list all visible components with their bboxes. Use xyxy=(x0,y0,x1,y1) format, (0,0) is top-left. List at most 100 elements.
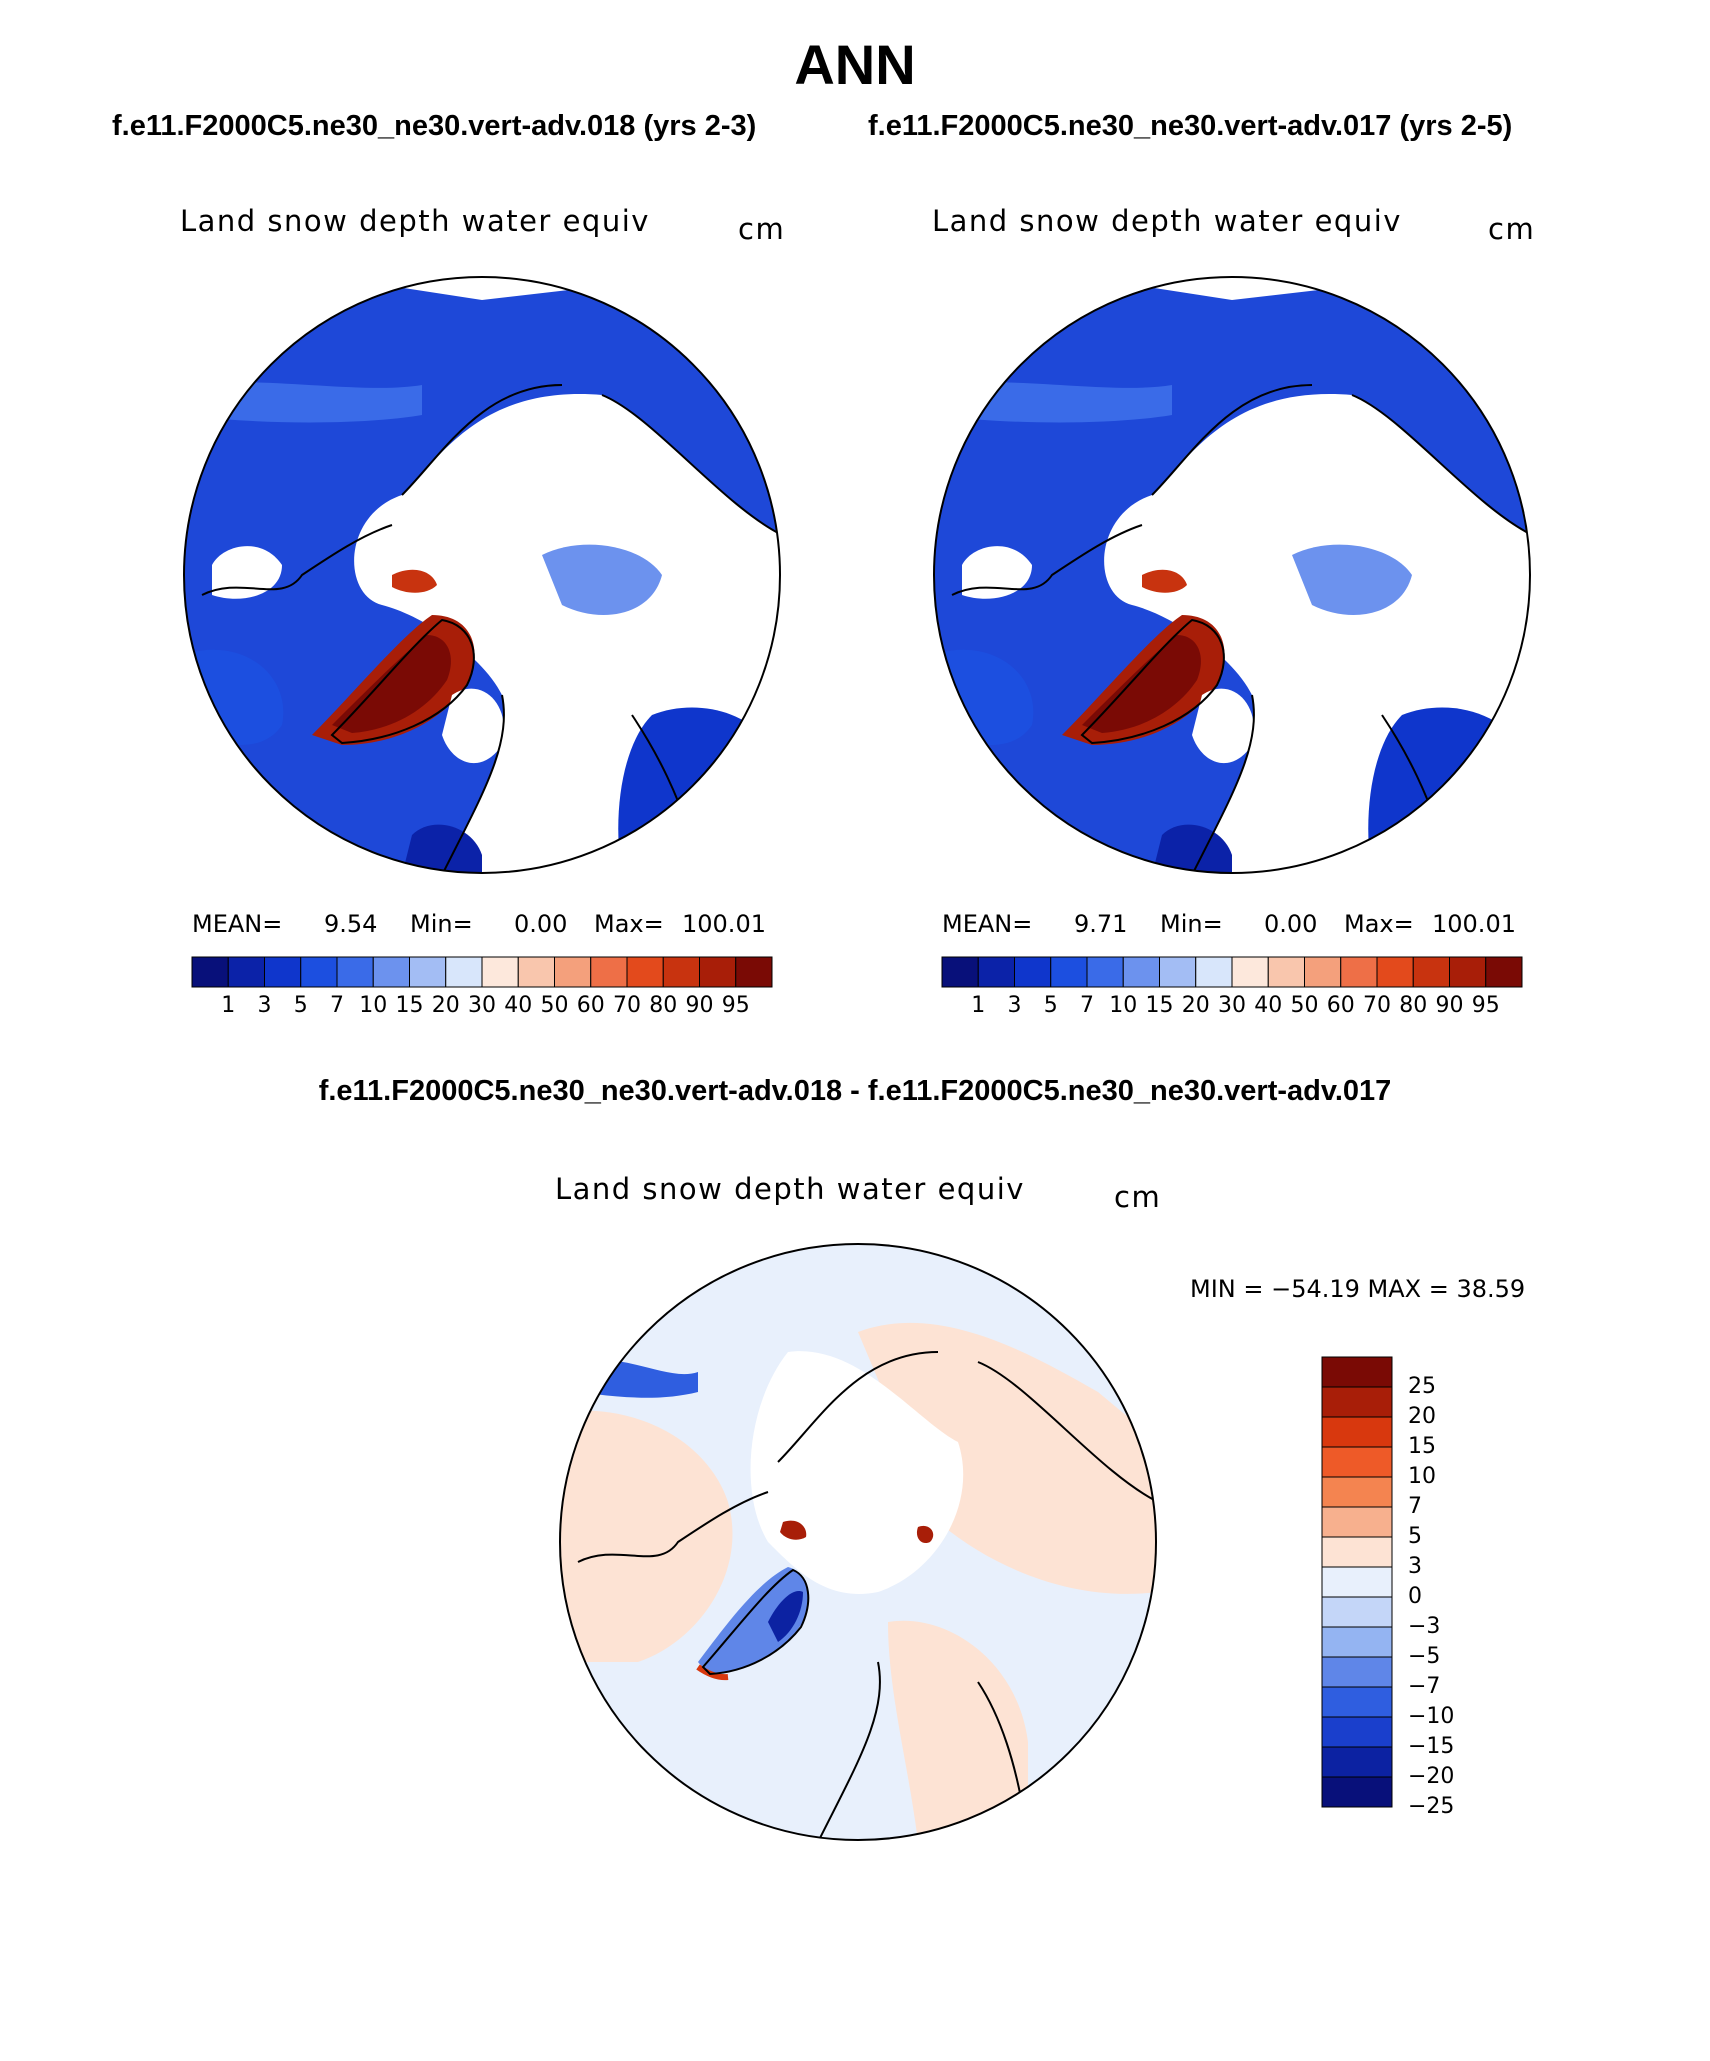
mean-label: MEAN= xyxy=(192,910,283,938)
left-stats: MEAN= 9.54 Min= 0.00 Max= 100.01 xyxy=(192,910,782,940)
colorbar-tick-label: 25 xyxy=(1408,1374,1436,1399)
colorbar-swatch xyxy=(1321,1566,1393,1598)
right-units-label: cm xyxy=(1488,212,1536,246)
map-boundary xyxy=(183,276,781,874)
snow-band xyxy=(934,382,1172,423)
positive-anomaly xyxy=(560,1410,733,1662)
colorbar-swatch xyxy=(626,956,664,988)
colorbar-tick-label: 90 xyxy=(1435,993,1464,1018)
colorbar-tick-label: 10 xyxy=(1109,993,1138,1018)
colorbar-tick-label: −5 xyxy=(1408,1644,1441,1669)
ocean-region xyxy=(934,277,1530,300)
strong-negative xyxy=(768,1591,803,1642)
colorbar-tick-label: −7 xyxy=(1408,1674,1441,1699)
colorbar-tick-label: −10 xyxy=(1408,1704,1455,1729)
snow-band xyxy=(184,382,422,423)
colorbar-tick-label: 10 xyxy=(1408,1464,1436,1489)
colorbar-swatch xyxy=(1321,1356,1393,1388)
max-label: Max= xyxy=(1344,910,1414,938)
colorbar-tick-label: 7 xyxy=(1080,993,1094,1018)
colorbar-swatch xyxy=(1159,956,1197,988)
mean-value: 9.71 xyxy=(1074,910,1128,938)
colorbar-tick-label: 50 xyxy=(1290,993,1319,1018)
colorbar-tick-label: 7 xyxy=(330,993,344,1018)
colorbar-swatch xyxy=(1304,956,1342,988)
colorbar-tick-label: 90 xyxy=(685,993,714,1018)
colorbar-tick-label: 20 xyxy=(1181,993,1210,1018)
colorbar-tick-label: −25 xyxy=(1408,1794,1455,1819)
colorbar-swatch xyxy=(699,956,737,988)
colorbar-swatch xyxy=(1321,1506,1393,1538)
greenland-core xyxy=(332,635,451,733)
min-label: Min= xyxy=(410,910,473,938)
colorbar-swatch xyxy=(1340,956,1378,988)
colorbar-tick-label: 50 xyxy=(540,993,569,1018)
colorbar-tick-label: 80 xyxy=(649,993,678,1018)
colorbar-swatch xyxy=(1485,956,1523,988)
colorbar-tick-label: 40 xyxy=(504,993,533,1018)
colorbar-tick-label: 20 xyxy=(431,993,460,1018)
coastlines xyxy=(951,384,1530,873)
max-label: Max= xyxy=(594,910,664,938)
colorbar-tick-label: 7 xyxy=(1408,1494,1422,1519)
diff-variable-label: Land snow depth water equiv xyxy=(555,1172,1025,1206)
min-value: 0.00 xyxy=(1264,910,1318,938)
colorbar-swatch xyxy=(1195,956,1233,988)
colorbar-swatch xyxy=(445,956,483,988)
strong-positive xyxy=(780,1520,807,1540)
diff-minmax: MIN = −54.19 MAX = 38.59 xyxy=(1190,1275,1526,1303)
colorbar-swatch xyxy=(1321,1386,1393,1418)
right-stats: MEAN= 9.71 Min= 0.00 Max= 100.01 xyxy=(942,910,1532,940)
colorbar-swatch xyxy=(1412,956,1450,988)
difference-title: f.e11.F2000C5.ne30_ne30.vert-adv.018 - f… xyxy=(318,1075,1392,1107)
colorbar-swatch xyxy=(1376,956,1414,988)
light-snow-patch xyxy=(542,544,662,615)
greenland-core xyxy=(1082,635,1201,733)
figure-title: ANN xyxy=(794,33,916,96)
strong-positive xyxy=(916,1525,934,1544)
colorbar-swatch xyxy=(336,956,374,988)
colorbar-swatch xyxy=(590,956,628,988)
ice-gap xyxy=(442,688,504,764)
colorbar-tick-label: 10 xyxy=(359,993,388,1018)
colorbar-swatch xyxy=(1014,956,1052,988)
colorbar-swatch xyxy=(481,956,519,988)
ellesmere-snow xyxy=(392,569,437,593)
colorbar-swatch xyxy=(977,956,1015,988)
colorbar-tick-label: 15 xyxy=(395,993,424,1018)
left-colorbar xyxy=(191,956,773,988)
colorbar-tick-label: 0 xyxy=(1408,1584,1422,1609)
right-case-title: f.e11.F2000C5.ne30_ne30.vert-adv.017 (yr… xyxy=(868,110,1513,142)
colorbar-swatch xyxy=(1231,956,1269,988)
map-boundary xyxy=(933,276,1531,874)
colorbar-tick-label: 95 xyxy=(721,993,750,1018)
colorbar-tick-label: 60 xyxy=(576,993,605,1018)
left-case-title: f.e11.F2000C5.ne30_ne30.vert-adv.018 (yr… xyxy=(112,110,757,142)
max-value: 100.01 xyxy=(1432,910,1516,938)
colorbar-tick-label: 95 xyxy=(1471,993,1500,1018)
colorbar-swatch xyxy=(191,956,229,988)
colorbar-tick-label: 3 xyxy=(1408,1554,1422,1579)
right-polar-map xyxy=(933,276,1531,874)
colorbar-swatch xyxy=(517,956,555,988)
colorbar-tick-label: 5 xyxy=(293,993,308,1018)
difference-colorbar xyxy=(1321,1356,1393,1808)
colorbar-tick-label: 30 xyxy=(1218,993,1246,1018)
colorbar-tick-label: 5 xyxy=(1408,1524,1422,1549)
colorbar-swatch xyxy=(264,956,302,988)
colorbar-swatch xyxy=(1321,1446,1393,1478)
colorbar-swatch xyxy=(1321,1716,1393,1748)
colorbar-swatch xyxy=(372,956,410,988)
colorbar-tick-label: −20 xyxy=(1408,1764,1455,1789)
coastlines xyxy=(577,1351,1156,1840)
left-units-label: cm xyxy=(738,212,786,246)
greenland-anomaly xyxy=(698,1567,808,1674)
min-label: Min= xyxy=(1160,910,1223,938)
colorbar-swatch xyxy=(1321,1596,1393,1628)
light-snow-patch xyxy=(1292,544,1412,615)
colorbar-tick-label: −3 xyxy=(1408,1614,1441,1639)
colorbar-swatch xyxy=(1321,1626,1393,1658)
colorbar-swatch xyxy=(1267,956,1305,988)
colorbar-tick-label: 1 xyxy=(971,993,986,1018)
colorbar-swatch xyxy=(662,956,700,988)
